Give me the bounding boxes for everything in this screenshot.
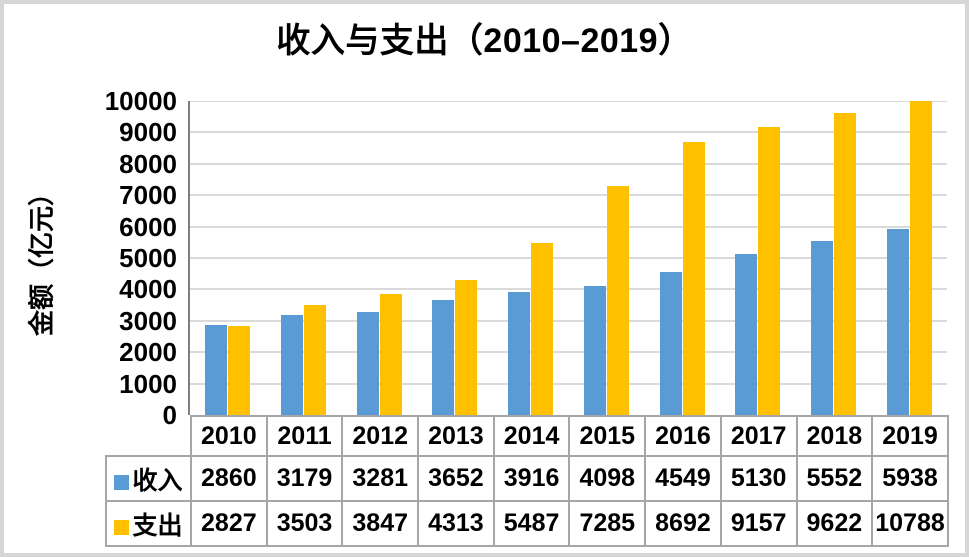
value-cell-expense-2010: 2827 bbox=[190, 500, 268, 547]
x-label-2010: 2010 bbox=[190, 415, 268, 457]
legend-cell-expense: 支出 bbox=[105, 500, 192, 547]
bar-income-2019 bbox=[886, 228, 909, 415]
x-label-2014: 2014 bbox=[492, 415, 571, 457]
gridline-7000 bbox=[190, 194, 947, 197]
bar-income-2011 bbox=[281, 315, 304, 415]
table-corner-cell bbox=[106, 416, 191, 456]
x-label-2011: 2011 bbox=[265, 415, 344, 457]
x-label-2019: 2019 bbox=[871, 415, 949, 457]
legend-label-expense: 支出 bbox=[132, 511, 183, 540]
x-label-2012: 2012 bbox=[341, 415, 420, 457]
value-cell-expense-2016: 8692 bbox=[644, 500, 722, 547]
plot-area bbox=[190, 101, 947, 415]
legend-swatch-income bbox=[114, 474, 130, 490]
x-label-2015: 2015 bbox=[568, 415, 647, 457]
bar-income-2016 bbox=[659, 272, 682, 415]
bar-expense-2014 bbox=[531, 242, 554, 415]
legend-cell-income: 收入 bbox=[105, 455, 192, 502]
bar-expense-2011 bbox=[304, 305, 327, 415]
bar-expense-2013 bbox=[455, 279, 478, 415]
x-label-2013: 2013 bbox=[417, 415, 495, 457]
y-tick-8000: 8000 bbox=[119, 148, 177, 179]
bar-income-2012 bbox=[356, 311, 379, 415]
x-label-2018: 2018 bbox=[795, 415, 874, 457]
value-cell-income-2015: 4098 bbox=[568, 455, 647, 502]
bar-income-2015 bbox=[583, 286, 606, 415]
y-tick-6000: 6000 bbox=[119, 211, 177, 242]
value-cell-income-2013: 3652 bbox=[417, 455, 495, 502]
value-cell-expense-2017: 9157 bbox=[719, 500, 798, 547]
value-cell-expense-2019: 10788 bbox=[871, 500, 949, 547]
bar-income-2014 bbox=[508, 292, 531, 415]
bar-expense-2017 bbox=[758, 127, 781, 415]
gridline-1000 bbox=[190, 382, 947, 385]
value-cell-expense-2012: 3847 bbox=[341, 500, 420, 547]
y-tick-5000: 5000 bbox=[119, 243, 177, 273]
bar-income-2017 bbox=[735, 253, 758, 415]
bar-income-2018 bbox=[810, 240, 833, 415]
x-label-2017: 2017 bbox=[719, 415, 798, 457]
gridline-4000 bbox=[190, 288, 947, 291]
bar-income-2010 bbox=[205, 325, 228, 415]
y-tick-0: 0 bbox=[162, 400, 177, 430]
value-cell-income-2012: 3281 bbox=[341, 455, 420, 502]
y-tick-3000: 3000 bbox=[119, 305, 177, 336]
chart-title: 收入与支出（2010–2019） bbox=[276, 22, 693, 60]
gridline-3000 bbox=[190, 319, 947, 322]
bar-expense-2015 bbox=[606, 186, 629, 415]
value-cell-expense-2014: 5487 bbox=[492, 500, 571, 547]
bar-expense-2016 bbox=[682, 142, 705, 415]
gridline-9000 bbox=[190, 131, 947, 134]
table-row-income: 收入 2860 3179 3281 3652 3916 4098 4549 5130 5552 59… bbox=[105, 455, 949, 502]
legend-label-income: 收入 bbox=[132, 466, 183, 495]
value-cell-income-2019: 5938 bbox=[871, 455, 949, 502]
data-table: 2010 2011 2012 2013 2014 2015 2016 2017 2018 2019… bbox=[105, 415, 949, 547]
y-tick-4000: 4000 bbox=[119, 274, 177, 305]
bar-expense-2019 bbox=[909, 101, 932, 415]
bar-expense-2018 bbox=[833, 112, 856, 415]
value-cell-income-2014: 3916 bbox=[492, 455, 571, 502]
x-axis-row: 2010 2011 2012 2013 2014 2015 2016 2017 2018 2019 bbox=[106, 415, 949, 457]
gridline-2000 bbox=[190, 351, 947, 354]
legend-swatch-expense bbox=[114, 519, 130, 535]
y-axis-line bbox=[188, 101, 190, 415]
value-cell-income-2010: 2860 bbox=[190, 455, 268, 502]
value-cell-expense-2015: 7285 bbox=[568, 500, 647, 547]
value-cell-income-2011: 3179 bbox=[265, 455, 344, 502]
y-tick-7000: 7000 bbox=[119, 180, 177, 211]
y-axis-ticks: 10000 9000 8000 7000 6000 5000 4000 3000 2000 100… bbox=[50, 0, 177, 557]
gridline-5000 bbox=[190, 257, 947, 259]
bar-expense-2012 bbox=[379, 294, 402, 415]
gridline-10000 bbox=[190, 101, 947, 102]
value-cell-income-2016: 4549 bbox=[644, 455, 722, 502]
y-tick-2000: 2000 bbox=[119, 337, 177, 368]
value-cell-expense-2013: 4313 bbox=[417, 500, 495, 547]
y-tick-1000: 1000 bbox=[119, 368, 177, 399]
y-tick-9000: 9000 bbox=[119, 117, 177, 148]
table-row-expense: 支出 2827 3503 3847 4313 5487 7285 8692 9157 9622 10… bbox=[105, 500, 949, 547]
value-cell-expense-2018: 9622 bbox=[795, 500, 874, 547]
bar-income-2013 bbox=[432, 300, 455, 415]
x-label-2016: 2016 bbox=[644, 415, 722, 457]
bar-expense-2010 bbox=[228, 326, 251, 415]
y-tick-10000: 10000 bbox=[104, 86, 177, 116]
value-cell-income-2017: 5130 bbox=[719, 455, 798, 502]
gridline-8000 bbox=[190, 162, 947, 165]
value-cell-income-2018: 5552 bbox=[795, 455, 874, 502]
value-cell-expense-2011: 3503 bbox=[265, 500, 344, 547]
gridline-6000 bbox=[190, 225, 947, 228]
